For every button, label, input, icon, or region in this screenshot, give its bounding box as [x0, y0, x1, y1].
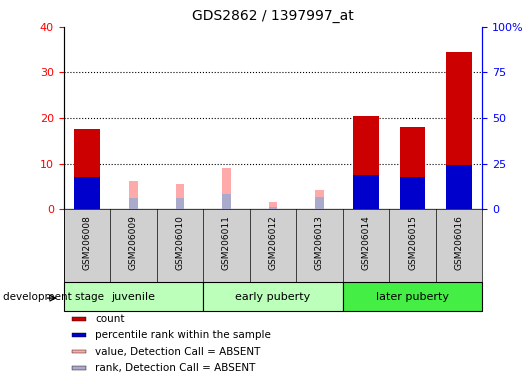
Text: development stage: development stage	[3, 291, 104, 302]
Bar	[446, 165, 472, 209]
Bar	[74, 129, 100, 209]
Text: count: count	[95, 314, 125, 324]
Text: GSM206008: GSM206008	[82, 215, 91, 270]
Bar	[269, 207, 277, 209]
Bar	[400, 127, 425, 209]
Text: GSM206011: GSM206011	[222, 215, 231, 270]
Bar	[72, 366, 86, 370]
Bar	[129, 199, 138, 209]
Text: value, Detection Call = ABSENT: value, Detection Call = ABSENT	[95, 346, 260, 356]
Bar	[129, 181, 138, 209]
Text: GSM206012: GSM206012	[269, 215, 277, 270]
Bar	[222, 194, 231, 209]
Bar	[353, 116, 379, 209]
Bar	[446, 52, 472, 209]
Bar	[176, 184, 184, 209]
Text: GSM206010: GSM206010	[175, 215, 184, 270]
FancyBboxPatch shape	[64, 282, 203, 311]
Text: GSM206009: GSM206009	[129, 215, 138, 270]
Text: juvenile: juvenile	[111, 291, 155, 302]
FancyBboxPatch shape	[203, 282, 343, 311]
Bar	[400, 177, 425, 209]
FancyBboxPatch shape	[343, 282, 482, 311]
Bar	[269, 202, 277, 209]
Bar	[176, 199, 184, 209]
Text: later puberty: later puberty	[376, 291, 449, 302]
Text: GSM206014: GSM206014	[361, 215, 370, 270]
Bar	[315, 190, 324, 209]
Text: percentile rank within the sample: percentile rank within the sample	[95, 330, 271, 340]
Text: rank, Detection Call = ABSENT: rank, Detection Call = ABSENT	[95, 363, 255, 373]
Bar	[353, 175, 379, 209]
Text: GSM206013: GSM206013	[315, 215, 324, 270]
Bar	[72, 333, 86, 337]
Text: early puberty: early puberty	[235, 291, 311, 302]
Bar	[72, 317, 86, 321]
Bar	[222, 168, 231, 209]
Text: GSM206015: GSM206015	[408, 215, 417, 270]
Bar	[74, 177, 100, 209]
Title: GDS2862 / 1397997_at: GDS2862 / 1397997_at	[192, 9, 354, 23]
Bar	[72, 349, 86, 353]
Text: GSM206016: GSM206016	[455, 215, 464, 270]
Bar	[315, 197, 324, 209]
